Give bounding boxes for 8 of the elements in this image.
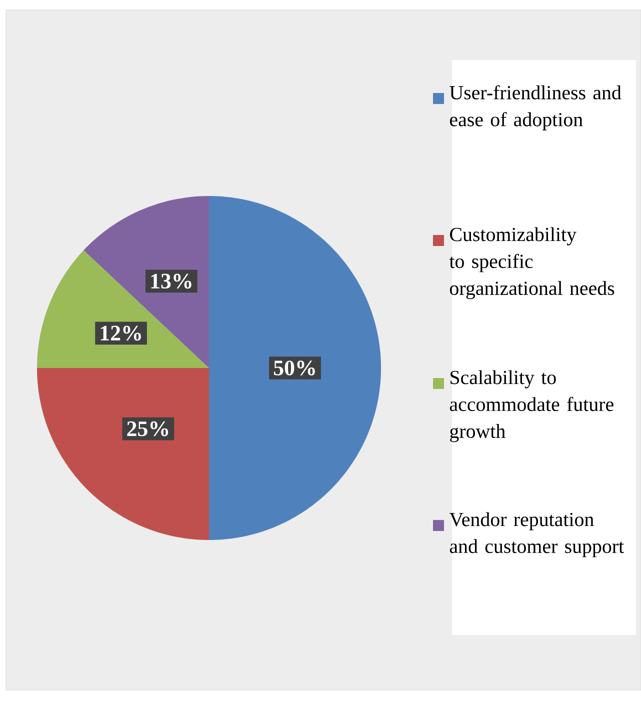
- data-label: 50%: [274, 360, 315, 376]
- legend-label: Scalability to accommodate future growth: [450, 370, 614, 442]
- legend-label: Customizability to specific organizational needs: [449, 227, 614, 300]
- legend-label: Vendor reputation and customer support: [449, 512, 624, 558]
- data-label: 25%: [127, 421, 168, 436]
- data-label: 12%: [100, 326, 141, 341]
- legend-label: User-friendliness and ease of adoption: [450, 85, 622, 130]
- data-label: 13%: [151, 274, 192, 289]
